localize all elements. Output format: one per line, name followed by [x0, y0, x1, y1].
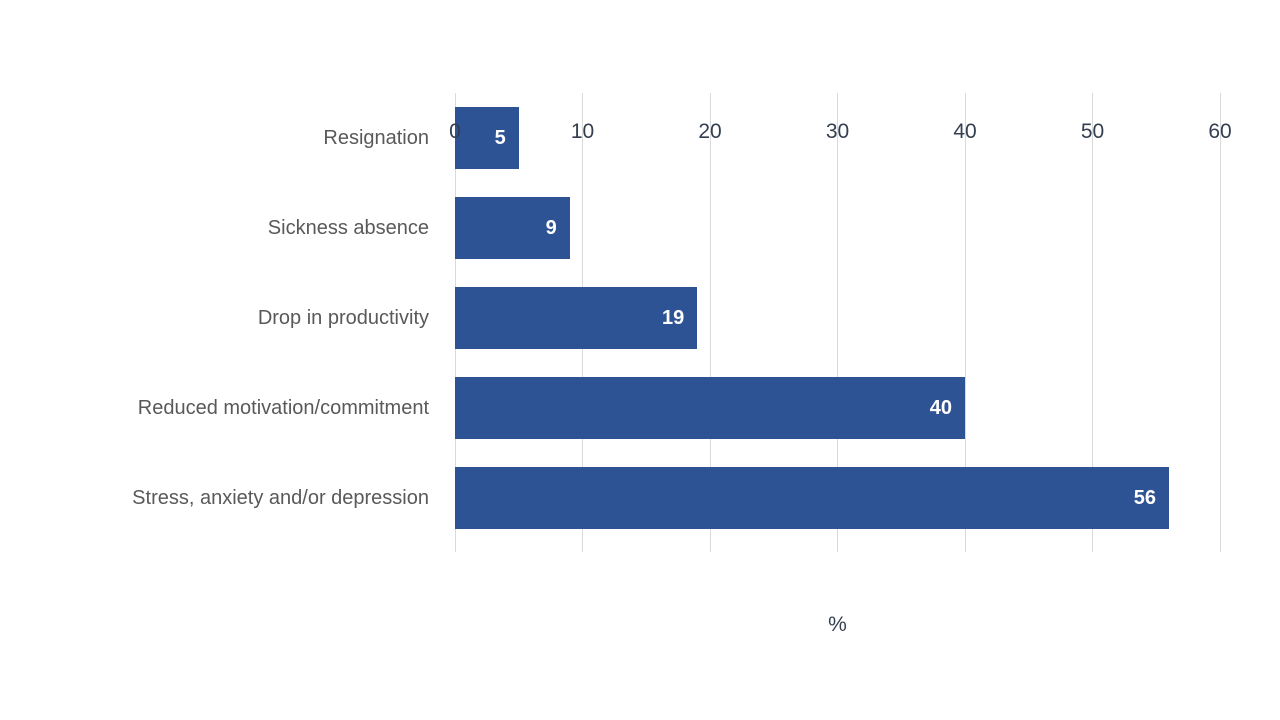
category-label: Stress, anxiety and/or depression — [132, 486, 429, 509]
axis-tick — [1219, 543, 1221, 552]
category-label: Drop in productivity — [257, 306, 429, 329]
gridline — [1092, 93, 1093, 543]
bar-rows: Resignation 5 Sickness absence 9 Drop in pro… — [132, 93, 1220, 543]
chart-row: Drop in productivity 19 — [258, 273, 1220, 363]
bar: 19 — [455, 287, 698, 349]
gridline — [1219, 93, 1221, 543]
bar: 9 — [455, 197, 570, 259]
bar-value-label: 56 — [1133, 486, 1156, 509]
gridline — [709, 93, 711, 543]
chart-row: Resignation 5 — [323, 93, 1220, 183]
plot-area: Resignation 5 Sickness absence 9 Drop in pro… — [132, 93, 1232, 636]
axis-tick — [454, 543, 456, 552]
axis-tick — [964, 543, 966, 552]
bar: 56 — [455, 467, 1169, 529]
x-tick-label: 10 — [570, 120, 595, 143]
gridline — [837, 93, 838, 543]
bar: 5 — [455, 107, 519, 169]
axis-tick — [709, 543, 711, 552]
x-tick-label: 50 — [1080, 120, 1105, 143]
x-axis-title: % — [828, 613, 847, 636]
category-label: Reduced motivation/commitment — [137, 396, 429, 419]
chart-row: Stress, anxiety and/or depression 56 — [132, 453, 1220, 543]
axis-tick — [1092, 543, 1093, 552]
chart-row: Reduced motivation/commitment 40 — [138, 363, 1220, 453]
axis-tick — [837, 543, 838, 552]
x-tick-label: 40 — [953, 120, 977, 143]
bar-value-label: 9 — [545, 216, 557, 239]
x-tick-label: 0 — [449, 120, 461, 143]
x-tick-label: 60 — [1208, 120, 1232, 143]
bar: 40 — [455, 377, 965, 439]
x-tick-label: 30 — [825, 120, 850, 143]
axis-tick — [582, 543, 583, 552]
category-label: Resignation — [323, 126, 429, 149]
bar-value-label: 40 — [929, 396, 952, 419]
bar-value-label: 5 — [494, 126, 506, 149]
gridline — [964, 93, 966, 543]
x-tick-label: 20 — [698, 120, 722, 143]
bar-value-label: 19 — [662, 306, 685, 329]
chart-row: Sickness absence 9 — [268, 183, 1220, 273]
category-label: Sickness absence — [267, 216, 429, 239]
